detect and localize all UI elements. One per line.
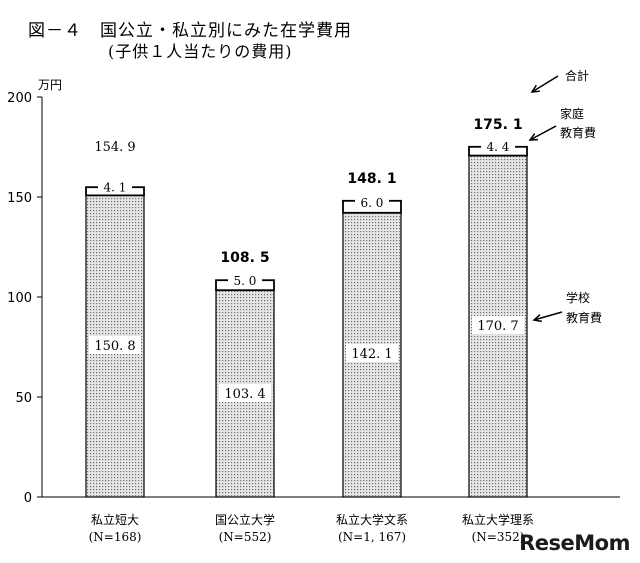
- school-value-label: 142. 1: [351, 347, 392, 362]
- home-value-label: 6. 0: [361, 196, 384, 210]
- school-value-label: 170. 7: [477, 319, 518, 334]
- home-value-label: 4. 4: [487, 140, 510, 154]
- school-value-label: 150. 8: [94, 339, 135, 354]
- home-label-bg: [481, 140, 515, 154]
- home-label-bg: [228, 274, 262, 288]
- figure-title: 図－４ 国公立・私立別にみた在学費用: [28, 21, 352, 41]
- annotation-home-line1: 家庭: [560, 106, 584, 121]
- annotation-school-line1: 学校: [566, 290, 590, 305]
- category-count-label: (N=352): [472, 530, 525, 544]
- y-axis-unit: 万円: [38, 78, 62, 92]
- y-tick-label: 50: [15, 391, 32, 406]
- total-value-label: 108. 5: [220, 250, 269, 266]
- y-tick-label: 0: [24, 491, 32, 506]
- annotation-school-arrow: [533, 311, 563, 321]
- home-value-label: 4. 1: [104, 180, 127, 194]
- school-label-bg: [346, 344, 398, 362]
- total-value-label: 154. 9: [94, 140, 135, 155]
- annotation-total-arrow-head: [530, 84, 541, 93]
- figure-subtitle: (子供１人当たりの費用): [108, 42, 293, 61]
- category-count-label: (N=1, 167): [338, 530, 406, 544]
- category-label: 私立大学文系: [336, 512, 408, 527]
- plot-area: 0 50 100 150 200 万円 4. 1 150. 8 154. 9 私立短大 (N=168…: [7, 68, 620, 544]
- home-label-bg: [98, 180, 132, 194]
- annotation-school-arrow-head: [532, 314, 543, 323]
- total-value-label: 148. 1: [347, 171, 396, 187]
- category-count-label: (N=168): [89, 530, 142, 544]
- home-value-label: 5. 0: [234, 274, 257, 288]
- category-count-label: (N=552): [219, 530, 272, 544]
- y-tick-label: 150: [7, 191, 32, 206]
- y-tick-label: 100: [7, 291, 32, 306]
- home-label-bg: [355, 195, 389, 209]
- school-label-bg: [472, 316, 524, 334]
- annotation-total: 合計: [565, 68, 589, 83]
- annotation-home-arrow-head: [528, 133, 539, 141]
- category-label: 国公立大学: [215, 512, 275, 527]
- school-label-bg: [219, 384, 271, 402]
- annotation-home-arrow: [529, 125, 557, 141]
- category-label: 私立短大: [91, 512, 139, 527]
- annotation-home-line2: 教育費: [560, 125, 596, 140]
- total-value-label: 175. 1: [473, 117, 522, 133]
- annotation-total-arrow: [531, 75, 559, 93]
- resemom-watermark: ReseMom: [519, 531, 630, 555]
- category-label: 私立大学理系: [462, 512, 534, 527]
- school-label-bg: [89, 336, 141, 354]
- y-tick-label: 200: [7, 91, 32, 106]
- annotation-school-line2: 教育費: [566, 310, 602, 325]
- school-value-label: 103. 4: [224, 387, 265, 402]
